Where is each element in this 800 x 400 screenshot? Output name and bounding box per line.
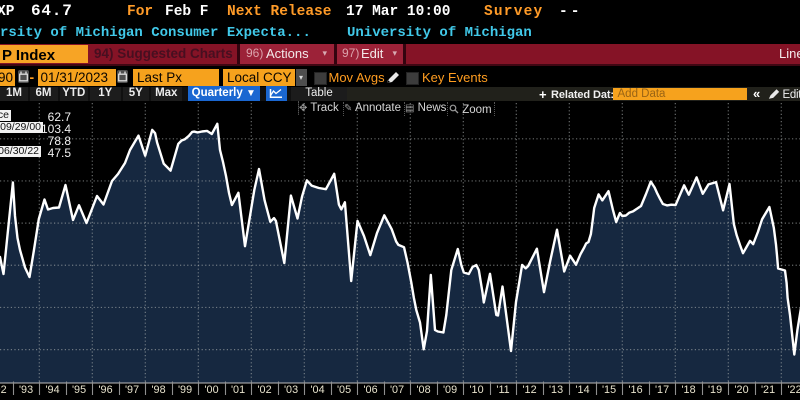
svg-text:'00: '00 xyxy=(205,384,219,396)
svg-text:'98: '98 xyxy=(152,384,166,396)
svg-text:'06: '06 xyxy=(364,384,378,396)
svg-text:'10: '10 xyxy=(470,384,484,396)
svg-text:'12: '12 xyxy=(523,384,537,396)
svg-text:'11: '11 xyxy=(496,384,509,396)
svg-text:'04: '04 xyxy=(311,384,325,396)
svg-text:'08: '08 xyxy=(417,384,431,396)
svg-text:'14: '14 xyxy=(576,384,590,396)
svg-text:'09: '09 xyxy=(443,384,457,396)
svg-text:'99: '99 xyxy=(178,384,192,396)
svg-text:'96: '96 xyxy=(99,384,113,396)
svg-text:'21: '21 xyxy=(761,384,775,396)
svg-text:'97: '97 xyxy=(125,384,139,396)
svg-text:'16: '16 xyxy=(629,384,643,396)
svg-text:'15: '15 xyxy=(602,384,616,396)
svg-text:'03: '03 xyxy=(284,384,298,396)
svg-text:'07: '07 xyxy=(390,384,404,396)
svg-text:'05: '05 xyxy=(337,384,351,396)
svg-text:'92: '92 xyxy=(0,384,7,396)
svg-text:'94: '94 xyxy=(46,384,60,396)
svg-text:'13: '13 xyxy=(549,384,563,396)
svg-text:'19: '19 xyxy=(708,384,722,396)
svg-text:'20: '20 xyxy=(735,384,749,396)
svg-text:'02: '02 xyxy=(258,384,272,396)
svg-text:'93: '93 xyxy=(19,384,33,396)
svg-text:'95: '95 xyxy=(72,384,86,396)
svg-text:'01: '01 xyxy=(231,384,245,396)
svg-text:'22: '22 xyxy=(788,384,800,396)
svg-text:'18: '18 xyxy=(682,384,696,396)
svg-text:'17: '17 xyxy=(655,384,669,396)
